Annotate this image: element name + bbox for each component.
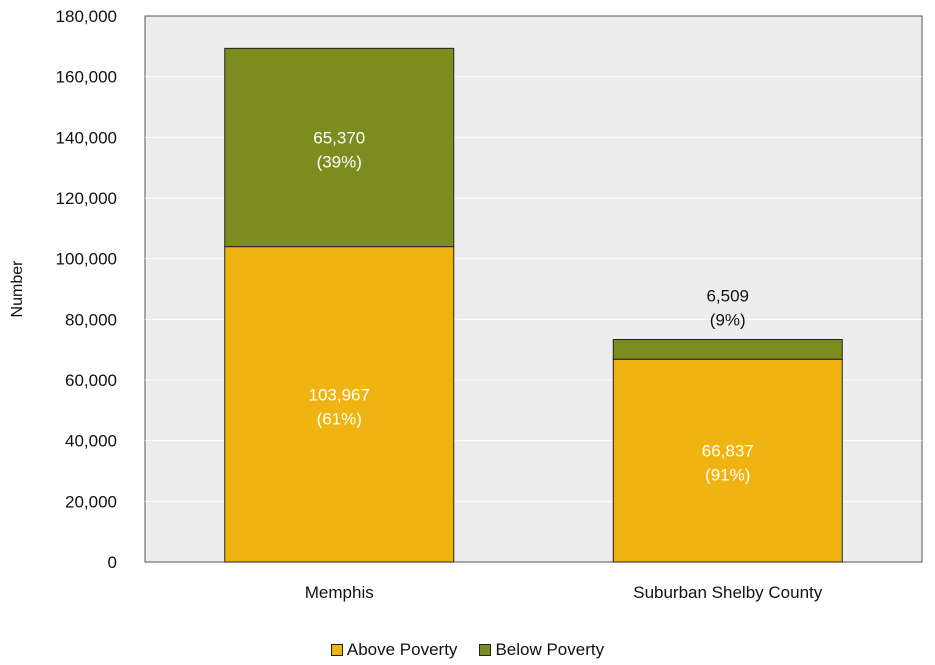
data-label-value: 66,837 [702, 442, 754, 461]
y-axis-title: Number [9, 260, 26, 318]
bar-below-poverty [224, 47, 455, 248]
y-tick-label: 80,000 [65, 310, 117, 329]
data-label-percent: (61%) [317, 409, 362, 428]
data-label-value: 65,370 [313, 128, 365, 147]
data-label-percent: (39%) [317, 152, 362, 171]
y-tick-label: 20,000 [65, 492, 117, 511]
y-tick-label: 180,000 [56, 7, 117, 26]
x-category-label: Memphis [305, 583, 374, 602]
data-label-percent: (91%) [705, 466, 750, 485]
legend-label-below-poverty: Below Poverty [495, 640, 605, 659]
y-tick-label: 60,000 [65, 371, 117, 390]
data-label-value: 103,967 [309, 385, 370, 404]
bars [224, 47, 843, 563]
legend-item-above-poverty: Above Poverty [330, 640, 458, 660]
bar-above-poverty [224, 246, 455, 563]
y-tick-label: 100,000 [56, 250, 117, 269]
legend-swatch-below-poverty [479, 644, 492, 656]
y-tick-label: 0 [108, 553, 117, 572]
bar-below-poverty [612, 339, 843, 360]
legend-swatch-above-poverty [330, 644, 343, 656]
y-tick-label: 40,000 [65, 432, 117, 451]
x-axis-categories: Memphis Suburban Shelby County [305, 583, 823, 602]
data-labels: 103,967 (61%) 65,370 (39%) 66,837 (91%) 6,509 (… [309, 128, 754, 484]
y-tick-label: 140,000 [56, 128, 117, 147]
data-label-percent: (9%) [710, 311, 746, 330]
x-category-label: Suburban Shelby County [633, 583, 823, 602]
bar-above-poverty [612, 358, 843, 563]
legend: Above Poverty Below Poverty [0, 640, 935, 660]
y-tick-label: 160,000 [56, 68, 117, 87]
y-tick-label: 120,000 [56, 189, 117, 208]
legend-label-above-poverty: Above Poverty [346, 640, 458, 659]
data-label-value: 6,509 [706, 287, 749, 306]
y-axis-ticks: 0 20,000 40,000 60,000 80,000 100,000 120,000 1… [56, 7, 117, 572]
legend-item-below-poverty: Below Poverty [479, 640, 604, 660]
